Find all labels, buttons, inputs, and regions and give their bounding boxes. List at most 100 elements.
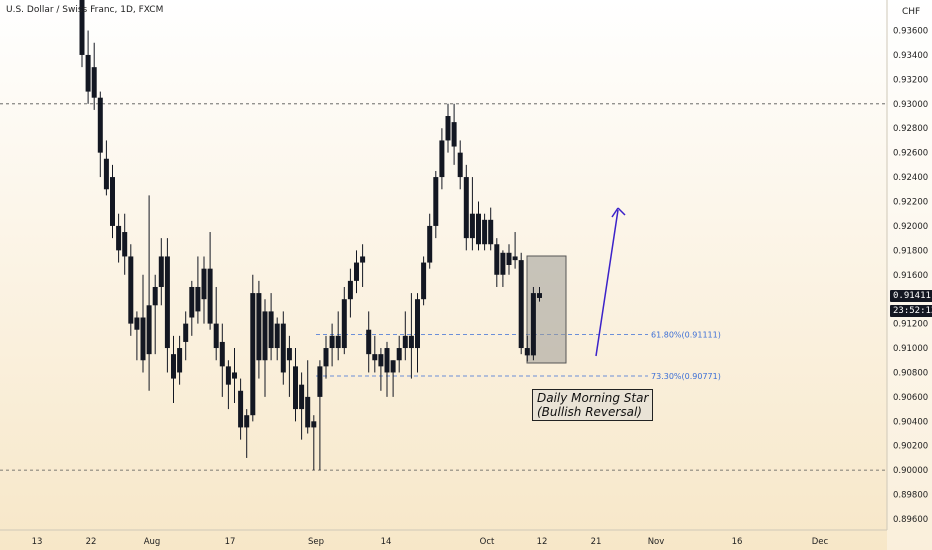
candle-body xyxy=(280,323,286,373)
candle-body xyxy=(225,366,231,385)
candle-body xyxy=(500,252,506,275)
candle-body xyxy=(537,293,542,298)
candle-body xyxy=(347,280,353,300)
candle xyxy=(103,140,109,196)
candle-body xyxy=(116,225,122,251)
candle xyxy=(91,42,97,110)
candle xyxy=(433,170,439,239)
candle-body xyxy=(311,421,317,428)
price-tick-label: 0.90600 xyxy=(893,393,928,403)
candle-body xyxy=(238,390,244,428)
candle-body xyxy=(140,317,146,361)
candle-body xyxy=(457,152,463,178)
candle xyxy=(439,128,445,190)
candle-body xyxy=(274,323,280,349)
candle xyxy=(421,256,427,306)
candle xyxy=(354,250,359,294)
candle-body xyxy=(293,366,298,410)
candle-body xyxy=(378,354,384,367)
candle xyxy=(384,341,390,397)
candle-body xyxy=(408,335,414,349)
callout-line-2: (Bullish Reversal) xyxy=(537,405,642,419)
candle-body xyxy=(482,219,488,245)
candle xyxy=(537,286,542,302)
candle-body xyxy=(250,293,256,416)
candle-body xyxy=(329,335,335,349)
price-tick-label: 0.91200 xyxy=(893,320,928,330)
price-tick-label: 0.93400 xyxy=(893,51,928,61)
candle xyxy=(488,207,494,251)
candle-body xyxy=(317,366,323,397)
candle xyxy=(171,335,176,403)
candle-body xyxy=(110,177,115,226)
candle xyxy=(219,323,225,397)
time-tick-label: Oct xyxy=(480,537,495,547)
candle-body xyxy=(146,305,152,355)
price-axis-background xyxy=(887,0,932,550)
candle-body xyxy=(103,158,109,190)
candle xyxy=(268,293,274,361)
candle-body xyxy=(152,286,158,306)
price-tick-label: 0.92600 xyxy=(893,149,928,159)
time-tick-label: Aug xyxy=(144,537,161,547)
morning-star-highlight-box[interactable] xyxy=(526,255,567,364)
candle xyxy=(183,311,189,361)
arrow-head-icon xyxy=(611,207,626,218)
price-tick-label: 0.91000 xyxy=(893,344,928,354)
candle xyxy=(244,409,250,458)
time-tick-label: Dec xyxy=(812,537,829,547)
candle xyxy=(360,244,366,287)
candle-body xyxy=(390,360,396,373)
candle xyxy=(97,91,103,178)
candle xyxy=(482,213,488,251)
candle xyxy=(402,311,408,361)
time-tick-label: Nov xyxy=(648,537,665,547)
candle-body xyxy=(366,329,372,355)
time-tick-label: 22 xyxy=(86,537,97,547)
candle xyxy=(225,360,231,410)
candles xyxy=(79,0,542,471)
candle xyxy=(158,238,164,306)
price-tick-label: 0.90800 xyxy=(893,368,928,378)
candle-body xyxy=(518,260,524,349)
price-tick-label: 0.92800 xyxy=(893,124,928,134)
candle-body xyxy=(213,323,219,349)
candle xyxy=(524,335,530,362)
candle-body xyxy=(219,341,225,367)
candle xyxy=(305,360,311,434)
candle xyxy=(134,311,140,361)
candle xyxy=(299,372,305,440)
price-tick-label: 0.89600 xyxy=(893,515,928,525)
candle-body xyxy=(445,116,451,141)
candle xyxy=(372,335,378,373)
candle xyxy=(451,103,457,165)
candle xyxy=(207,232,213,330)
candle xyxy=(238,378,244,440)
time-axis-labels: 13 22 Aug 17 Sep 14 Oct 12 21 Nov 16 Dec xyxy=(32,537,829,547)
candle xyxy=(347,268,353,318)
candle xyxy=(311,415,317,471)
currency-unit-label: CHF xyxy=(902,7,921,17)
candle xyxy=(329,323,335,367)
candle-body xyxy=(268,311,274,349)
fib-label-0: 61.80%(0.91111) xyxy=(651,330,721,339)
candle xyxy=(128,244,134,336)
candle-body xyxy=(256,293,262,361)
candle-body xyxy=(427,225,433,263)
candle xyxy=(189,280,195,336)
morning-star-callout[interactable]: Daily Morning Star (Bullish Reversal) xyxy=(532,389,654,421)
candle-body xyxy=(128,256,134,324)
candle-body xyxy=(134,317,140,330)
candle xyxy=(341,286,347,355)
candle-body xyxy=(79,0,85,55)
candle-body xyxy=(415,299,420,349)
chart-title: U.S. Dollar / Swiss Franc, 1D, FXCM xyxy=(6,5,164,15)
candle xyxy=(152,274,158,355)
candle xyxy=(110,164,115,239)
candle xyxy=(408,293,414,379)
time-tick-label: 14 xyxy=(381,537,392,547)
price-tick-label: 0.92400 xyxy=(893,173,928,183)
candle xyxy=(195,256,201,324)
price-tick-label: 0.90000 xyxy=(893,466,928,476)
